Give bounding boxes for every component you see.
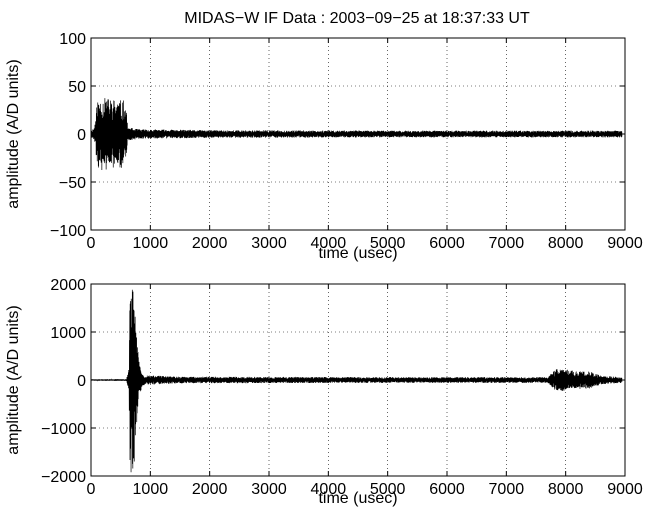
x-tick-label: 6000	[429, 235, 465, 252]
y-axis-label: amplitude (A/D units)	[5, 305, 22, 454]
x-tick-label: 4000	[311, 481, 347, 498]
x-axis-label: time (usec)	[318, 490, 397, 507]
y-tick-label: 50	[68, 79, 86, 96]
x-tick-label: 2000	[192, 481, 228, 498]
x-tick-label: 8000	[548, 481, 584, 498]
x-tick-label: 2000	[192, 235, 228, 252]
y-tick-label: 0	[77, 127, 86, 144]
x-tick-label: 1000	[133, 481, 169, 498]
y-tick-label: 100	[59, 31, 86, 48]
y-tick-label: 2000	[50, 277, 86, 294]
x-tick-label: 7000	[489, 481, 525, 498]
y-tick-label: −1000	[41, 421, 86, 438]
x-tick-label: 5000	[370, 481, 406, 498]
x-tick-label: 9000	[607, 481, 643, 498]
x-tick-label: 9000	[607, 235, 643, 252]
y-tick-label: −2000	[41, 469, 86, 486]
y-axis-label: amplitude (A/D units)	[5, 59, 22, 208]
x-tick-label: 6000	[429, 481, 465, 498]
x-tick-label: 7000	[489, 235, 525, 252]
signal-trace	[91, 289, 623, 473]
x-axis-label: time (usec)	[318, 245, 397, 262]
x-tick-label: 0	[87, 481, 96, 498]
x-tick-label: 5000	[370, 235, 406, 252]
x-tick-label: 1000	[133, 235, 169, 252]
bottom-panel: 0 1000 2000 3000 4000 5000 6000 7000 8000 9000 −20…	[5, 277, 643, 507]
signal-trace	[91, 98, 623, 171]
y-tick-label: −50	[59, 175, 86, 192]
x-tick-label: 8000	[548, 235, 584, 252]
figure-title: MIDAS−W IF Data : 2003−09−25 at 18:37:33…	[184, 10, 530, 27]
top-panel: 0 1000 2000 3000 4000 5000 6000 7000 8000 9000−10…	[5, 31, 643, 262]
x-tick-label: 3000	[251, 235, 287, 252]
y-tick-label: −100	[50, 223, 86, 240]
y-tick-label: 1000	[50, 325, 86, 342]
x-tick-label: 4000	[311, 235, 347, 252]
x-tick-label: 0	[87, 235, 96, 252]
y-tick-label: 0	[77, 373, 86, 390]
x-tick-label: 3000	[251, 481, 287, 498]
